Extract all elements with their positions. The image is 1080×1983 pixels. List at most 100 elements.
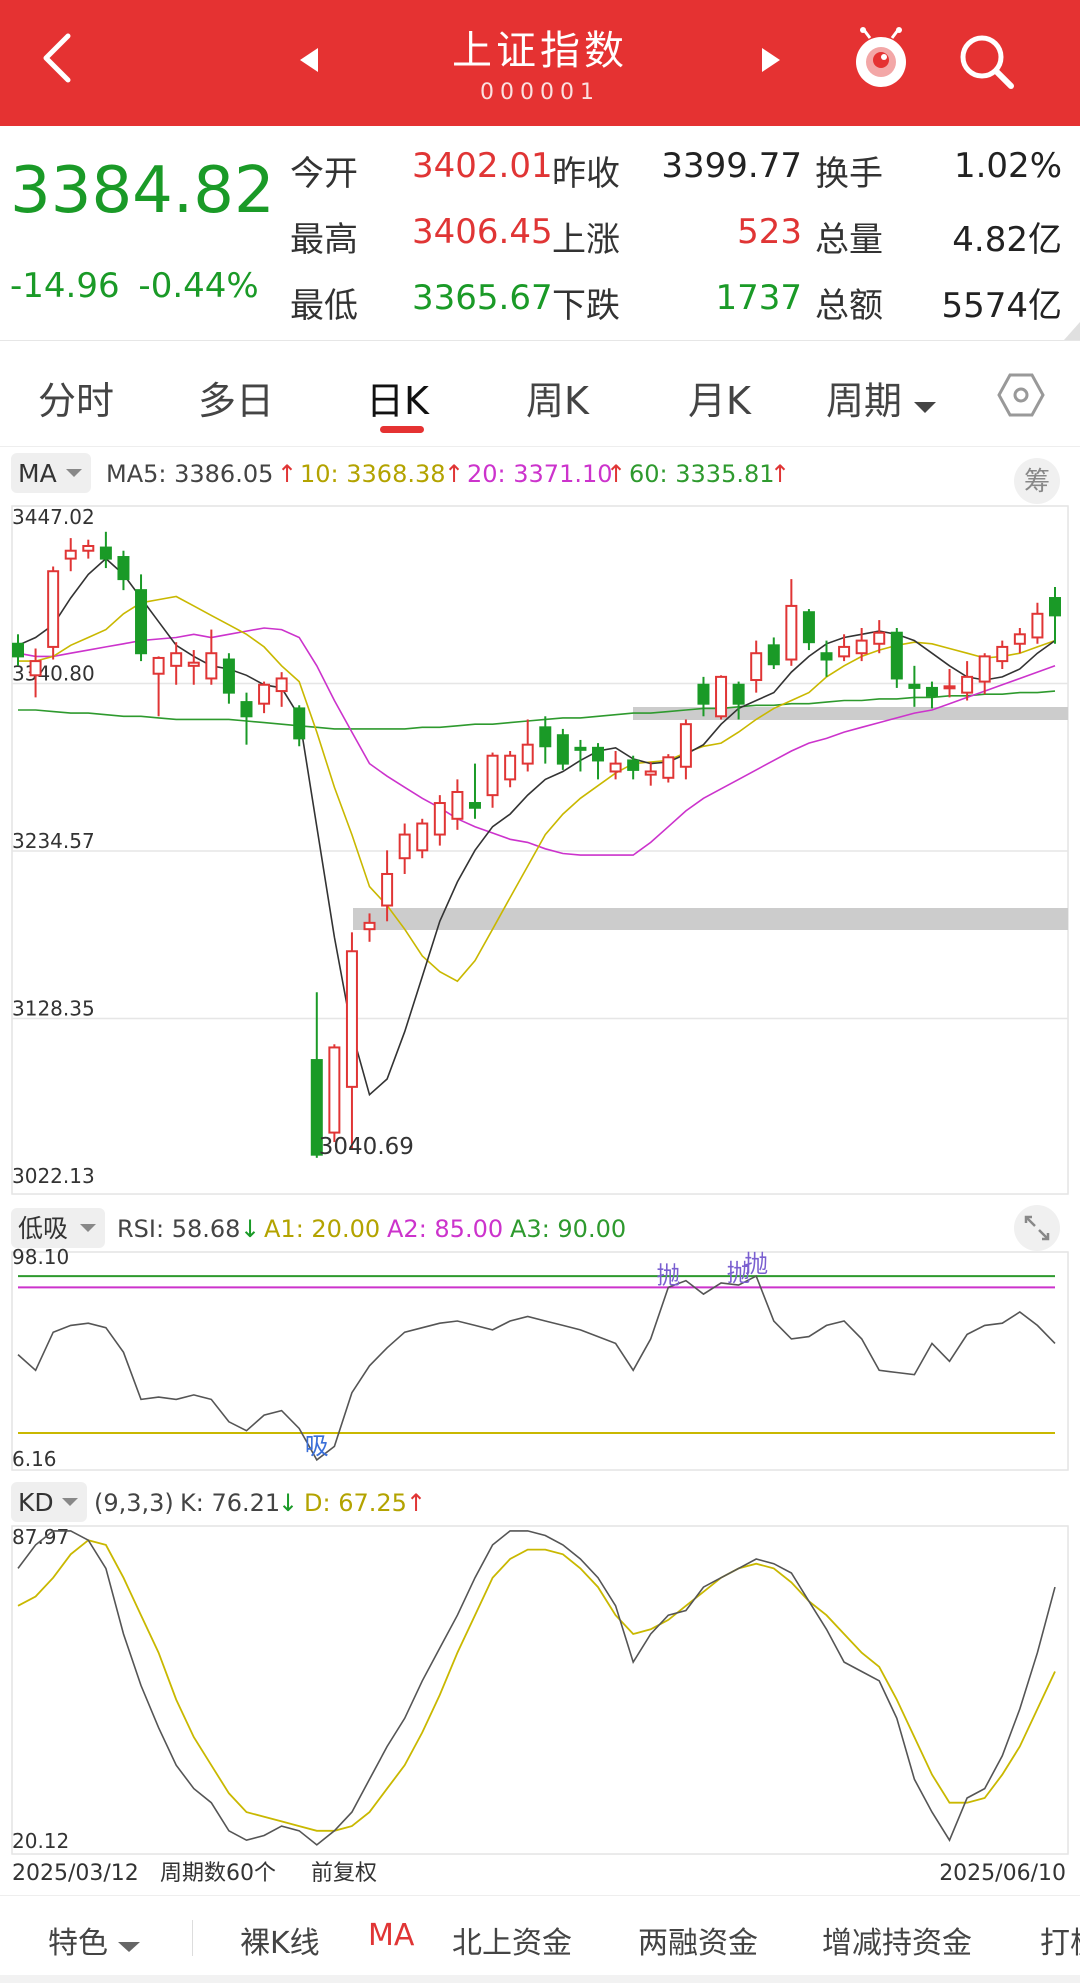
candle [293,705,306,747]
a2-value: A2: 85.00 [387,1215,503,1243]
change-percent: -0.44% [138,266,259,306]
candle [873,620,886,654]
next-stock-triangle-icon[interactable] [750,40,790,80]
ma5-arrow-icon: ↑ [277,460,297,488]
candle-body-up [855,639,868,655]
tab-multi-day[interactable]: 多日 [198,379,275,423]
page-title: 上证指数 [452,28,628,74]
tab-daily-k[interactable]: 日K [366,379,429,423]
buy-signal-label: 吸 [305,1432,329,1460]
chip-distribution-button[interactable] [1014,458,1060,504]
candle-body-up [82,544,95,552]
ma20-arrow-icon: ↑ [606,460,626,488]
quote-panel: 3384.82 -14.96 -0.44% 今开 3402.01 昨收 3399… [0,126,1080,341]
candle-body-up [961,675,974,694]
settings-hexagon-icon[interactable] [996,370,1046,420]
ma60-value: 60: 3335.81 [629,460,775,488]
candle [767,637,780,669]
candle-body-down [732,683,745,705]
candle-body-up [47,570,60,648]
advancers-value: 523 [737,212,802,252]
price-tick-label: 3234.57 [12,829,95,853]
tab-monthly-k[interactable]: 月K [688,379,751,423]
chevron-down-icon [62,1498,78,1506]
candle [363,913,376,942]
sell-signal-label: 抛 [727,1259,751,1287]
chevron-down-icon [117,1942,140,1952]
candle-body-up [416,822,429,852]
candle-body-down [890,631,903,680]
prev-close-value: 3399.77 [661,146,802,186]
kd-menu-button[interactable] [11,1482,87,1522]
candle [504,750,517,788]
support-zone-upper [633,707,1068,720]
rsi-menu-button[interactable] [11,1208,105,1248]
amount-value: 5574亿 [941,286,1062,326]
corner-marker [1064,322,1080,340]
candle-body-up [187,661,200,667]
candle-body-down [222,658,235,694]
nav-limit-up[interactable]: 打板 [1040,1926,1080,1961]
tab-period-dropdown[interactable]: 周期 [826,370,937,425]
chevron-down-icon [66,469,82,477]
candle-body-down [627,759,640,771]
candle [451,779,464,830]
candle-body-up [486,754,499,797]
chevron-down-icon [914,402,937,413]
back-arrow-icon[interactable] [30,28,90,88]
nav-ma[interactable]: MA [368,1918,415,1953]
candle [697,676,710,717]
nav-northbound[interactable]: 北上资金 [452,1926,572,1961]
nav-naked-k[interactable]: 裸K线 [240,1926,320,1961]
prev-stock-triangle-icon[interactable] [290,40,330,80]
candle [592,743,605,780]
lowest-price-label: 3040.69 [319,1134,414,1160]
candle-body-up [398,833,411,860]
price-change: -14.96 -0.44% [10,266,259,306]
candle [12,634,24,666]
candle-body-up [258,683,271,705]
candle-body-down [574,746,587,751]
k-value: K: 76.21 [180,1489,280,1517]
search-icon[interactable] [955,30,1017,92]
price-tick-label: 3022.13 [12,1164,95,1188]
candle-body-up [978,655,991,683]
assistant-robot-icon[interactable] [850,26,912,94]
candle-body-down [293,707,306,740]
candle [187,650,200,685]
nav-holdings-change[interactable]: 增减持资金 [822,1926,972,1961]
candle [416,818,429,859]
high-label: 最高 [290,220,358,260]
candle [135,574,148,662]
candle-body-down [925,686,938,697]
candle [82,539,95,559]
d-value: D: 67.25 [304,1489,407,1517]
candle-body-up [170,652,183,667]
kline-chart[interactable]: MA MA5: 3386.05 ↑ 10: 3368.38 ↑ 20: 3371… [0,446,1080,1895]
ma10-line [18,595,1056,983]
open-value: 3402.01 [412,146,553,186]
chip-label: 筹 [1024,467,1050,497]
decliners-label: 下跌 [552,286,620,326]
nav-margin[interactable]: 两融资金 [638,1926,758,1961]
tab-intraday[interactable]: 分时 [38,379,115,423]
period-tabs: 分时 多日 日K 周K 月K 周期 [0,340,1080,447]
expand-button[interactable] [1014,1205,1060,1251]
adjust-mode[interactable]: 前复权 [311,1861,377,1886]
candle [275,672,288,707]
candle [99,531,112,569]
kd-lines [17,1530,1056,1846]
price-tick-label: 3447.02 [12,505,95,529]
ma10-arrow-icon: ↑ [444,460,464,488]
ma-menu-button[interactable] [11,453,91,493]
candle-body-down [767,644,780,666]
candle-body-up [644,770,657,776]
ma20-value: 20: 3371.10 [467,460,613,488]
ma-menu-label: MA [18,459,57,488]
kd-tick-label: 87.97 [12,1525,69,1549]
feature-dropdown[interactable]: 特色 [48,1918,140,1962]
candle [679,719,692,780]
stock-code: 000001 [480,80,600,105]
tab-weekly-k[interactable]: 周K [526,379,589,423]
price-tick-label: 3340.80 [12,662,95,686]
